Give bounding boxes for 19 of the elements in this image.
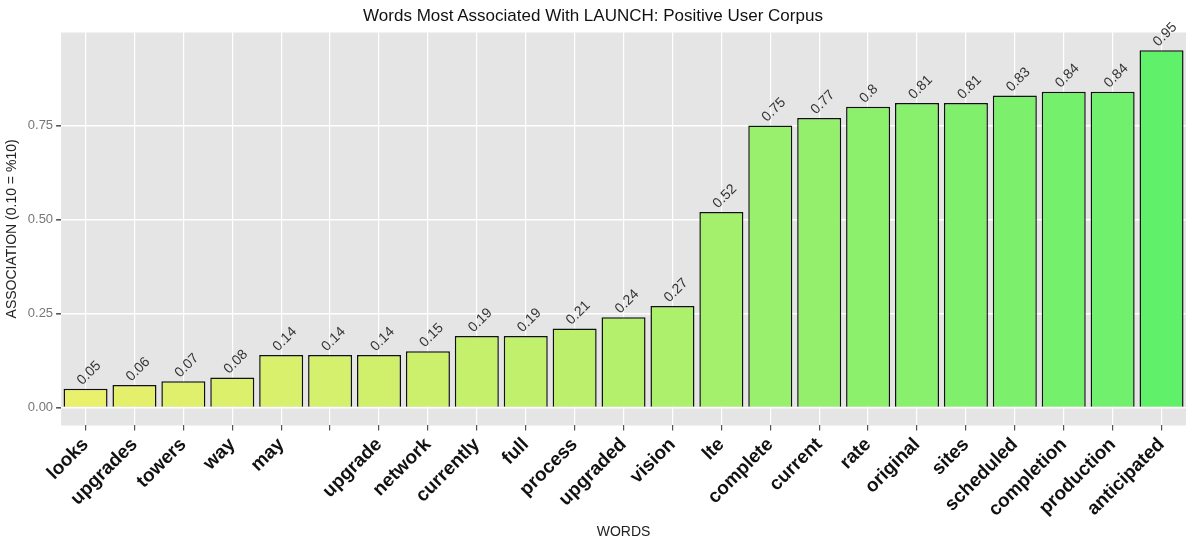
- data-label: 0.8: [855, 80, 881, 106]
- data-label: 0.52: [708, 180, 740, 211]
- y-tick-label: 0.25: [27, 305, 54, 321]
- data-label: 0.14: [366, 323, 398, 354]
- data-label: 0.81: [904, 71, 936, 102]
- data-label: 0.21: [562, 296, 593, 328]
- data-label: 0.14: [317, 323, 349, 354]
- data-label: 0.81: [953, 71, 985, 102]
- y-axis-title: ASSOCIATION (0.10 = %10): [3, 139, 20, 319]
- y-tick-label: 0.50: [27, 211, 54, 227]
- data-label: 0.06: [122, 353, 153, 384]
- y-tick-label: 0.00: [27, 399, 54, 415]
- chart-title: Words Most Associated With LAUNCH: Positive User Corpus: [363, 5, 823, 25]
- data-label: 0.14: [268, 323, 300, 354]
- data-label: 0.19: [513, 304, 544, 335]
- data-label: 0.19: [464, 304, 496, 335]
- x-axis-title: WORDS: [596, 523, 651, 540]
- x-tick-label: way: [197, 432, 240, 475]
- y-tick-label: 0.75: [27, 117, 54, 133]
